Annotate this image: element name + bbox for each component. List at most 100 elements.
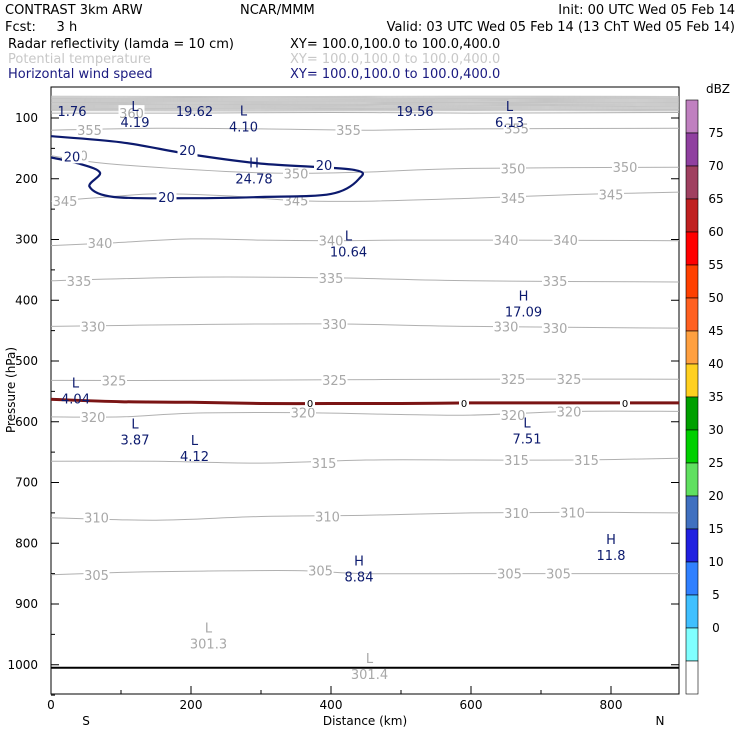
theta-label: 350 — [284, 167, 309, 182]
colorbar-tick-label: 70 — [708, 159, 723, 173]
y-tick-label: 800 — [15, 536, 38, 550]
theta-contour-355 — [51, 127, 679, 131]
wind-extremum-marker: H — [519, 290, 529, 305]
theta-label: 360 — [119, 107, 144, 122]
theta-labels: 3603553553553503503503503453453453453403… — [52, 105, 638, 584]
wind-extremum-value: 3.87 — [121, 434, 150, 449]
colorbar-tick-label: 10 — [708, 555, 723, 569]
wind-label-bg — [62, 148, 82, 164]
theta-contour-345 — [51, 191, 679, 202]
x-tick-label: 200 — [180, 698, 203, 712]
colorbar-swatch — [685, 561, 699, 596]
plot-area: 3603553553553503503503503453453453453403… — [51, 95, 679, 683]
theta-label-bg — [283, 165, 309, 181]
theta-label: 345 — [284, 195, 309, 210]
theta-label: 320 — [291, 407, 316, 422]
colorbar-swatch — [685, 495, 699, 530]
plot-layers: 3603553553553503503503503453453453453403… — [51, 95, 679, 683]
colorbar-tick-label: 25 — [708, 456, 723, 470]
theta-label: 355 — [504, 122, 529, 137]
theta-label: 325 — [501, 373, 526, 388]
colorbar-swatch — [685, 99, 699, 134]
theta-label: 310 — [84, 512, 109, 527]
colorbar-swatch — [685, 264, 699, 299]
wind-extremum-value: 10.64 — [330, 245, 367, 260]
theta-contour-360 — [51, 111, 679, 114]
theta-label-bg — [83, 509, 110, 525]
theta-label-bg — [503, 452, 530, 468]
y-axis-title: Pressure (hPa) — [4, 347, 18, 433]
theta-label-bg — [321, 315, 348, 331]
reflectivity-contour — [51, 397, 679, 406]
colorbar-tick-label: 5 — [712, 588, 720, 602]
theta-label: 345 — [599, 189, 624, 204]
theta-label: 305 — [308, 565, 333, 580]
colorbar-tick-label: 55 — [708, 258, 723, 272]
reflectivity-label-bg — [620, 397, 630, 408]
wind-label-bg — [314, 156, 334, 172]
x-axis-end-left: S — [82, 714, 90, 728]
wind-extremum-marker: L — [72, 376, 80, 391]
theta-contour-335 — [51, 276, 679, 283]
theta-label: 310 — [315, 511, 340, 526]
theta-label-bg — [307, 562, 334, 578]
field-name-reflectivity: Radar reflectivity (lamda = 10 cm) — [8, 37, 234, 52]
wind-extremum-value: 6.13 — [495, 116, 524, 131]
theta-label-bg — [311, 455, 337, 471]
wind-extremum-value: 1.76 — [58, 105, 87, 120]
theta-label: 310 — [504, 507, 529, 522]
colorbar-tick-label: 65 — [708, 192, 723, 206]
theta-label: 335 — [319, 272, 344, 287]
theta-label-bg — [559, 504, 586, 520]
wind-extremum-value: 11.8 — [597, 549, 626, 564]
y-tick-label: 400 — [15, 293, 38, 307]
theta-label-bg — [552, 232, 579, 248]
theta-label-bg — [321, 371, 348, 387]
theta-label: 330 — [81, 320, 106, 335]
theta-label: 315 — [504, 454, 529, 469]
colorbar-swatch — [685, 429, 699, 464]
theta-label-bg — [335, 122, 362, 138]
theta-extremum-marker: L — [205, 621, 213, 636]
colorbar-swatch — [685, 297, 699, 332]
x-tick-label: 800 — [600, 698, 623, 712]
colorbar-swatch — [685, 660, 699, 695]
theta-label-bg — [503, 120, 530, 136]
theta-label-bg — [314, 508, 341, 524]
theta-label: 340 — [553, 234, 578, 249]
theta-label-bg — [500, 371, 526, 387]
wind-extremum-value: 4.04 — [61, 392, 90, 407]
wind-labels: 20 20 20 20 — [62, 142, 334, 206]
theta-label: 350 — [613, 161, 638, 176]
wind-extremum-value: 8.84 — [345, 570, 374, 585]
theta-label-bg — [573, 452, 600, 468]
theta-label: 305 — [497, 568, 522, 583]
y-tick-label: 1000 — [7, 658, 38, 672]
theta-label-bg — [80, 318, 106, 334]
wind-extremum-marker: L — [240, 104, 248, 119]
theta-label: 320 — [81, 411, 106, 426]
theta-contours — [51, 111, 679, 576]
colorbar-swatch — [685, 363, 699, 398]
wind-extremum-value: 19.62 — [176, 105, 213, 120]
theta-contour-325 — [51, 378, 679, 381]
theta-label-bg — [556, 371, 582, 387]
x-tick-label: 400 — [320, 698, 343, 712]
theta-label-bg — [318, 232, 344, 248]
x-tick-label: 600 — [460, 698, 483, 712]
wind-label-bg — [156, 188, 177, 204]
wind-extremum-value: 4.19 — [121, 116, 150, 131]
theta-label: 310 — [560, 506, 585, 521]
theta-label-bg — [496, 565, 523, 581]
theta-label-bg — [290, 404, 316, 420]
theta-contour-350 — [51, 155, 679, 174]
theta-label-bg — [542, 272, 568, 288]
reflectivity-labels: 0 0 0 — [305, 397, 630, 410]
theta-label: 320 — [501, 409, 526, 424]
y-tick-label: 900 — [15, 597, 38, 611]
colorbar-tick-label: 35 — [708, 390, 723, 404]
